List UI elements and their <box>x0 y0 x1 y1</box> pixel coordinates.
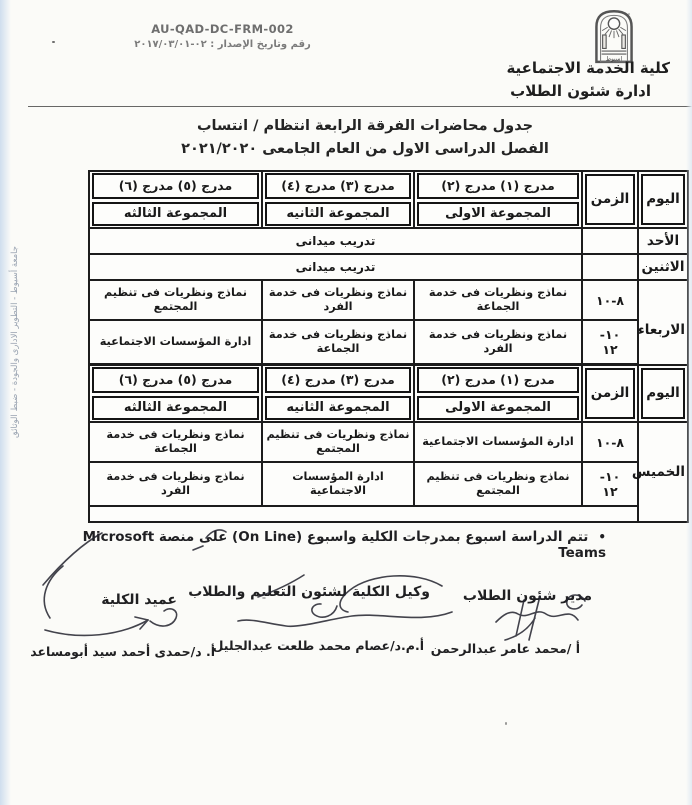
faculty-name: كلية الخدمة الاجتماعية <box>506 59 670 77</box>
header-time: الزمن <box>585 174 635 225</box>
row-empty <box>88 505 688 523</box>
time-cell <box>581 227 639 255</box>
header-time: الزمن <box>585 368 635 419</box>
time-cell <box>581 253 639 281</box>
signature-title-vice-dean: وكيل الكلية لشئون التعليم والطلاب <box>188 584 430 600</box>
activity-cell: تدريب ميدانى <box>88 253 583 281</box>
day-cell: الأحد <box>637 227 689 255</box>
document-subtitle: الفصل الدراسى الاول من العام الجامعى ٢٠٢… <box>181 141 549 157</box>
schedule-table-week1: اليوم الزمن مدرج (١) مدرج (٢) المجموعة ا… <box>88 170 689 381</box>
assiut-university-logo-icon: اسيوط <box>595 9 633 64</box>
note-text: تتم الدراسة اسبوع بمدرجات الكلية واسبوع … <box>82 529 606 561</box>
schedule-table-week2: اليوم الزمن مدرج (١) مدرج (٢) المجموعة ا… <box>88 364 689 523</box>
row-thursday-slot1: الخميس ٨-١٠ ادارة المؤسسات الاجتماعية نم… <box>88 421 689 523</box>
subject-cell: ادارة المؤسسات الاجتماعية <box>261 461 415 507</box>
header-halls-3: مدرج (٥) مدرج (٦) <box>92 367 259 393</box>
header-group-1: المجموعة الاولى <box>417 396 579 420</box>
department-name: ادارة شئون الطلاب <box>510 82 651 100</box>
form-code: AU-QAD-DC-FRM-002 <box>151 22 294 36</box>
form-issue-date: رقم وتاريخ الإصدار : ٠٢-٢٠١٧/٠٣/٠١ <box>134 39 311 50</box>
row-monday: الاثنين تدريب ميدانى <box>88 253 689 281</box>
university-logo: اسيوط <box>588 4 640 70</box>
header-halls-2: مدرج (٣) مدرج (٤) <box>265 367 411 393</box>
row-sunday: الأحد تدريب ميدانى <box>88 227 689 255</box>
time-text: ١٢ <box>602 484 618 499</box>
subject-cell: نماذج ونظريات فى تنظيم المجتمع <box>261 421 415 463</box>
header-group-1: المجموعة الاولى <box>417 202 579 226</box>
subject-cell: نماذج ونظريات فى خدمة الفرد <box>413 319 583 365</box>
header-group-3: المجموعة الثالثه <box>92 396 259 420</box>
subject-cell: نماذج ونظريات فى خدمة الفرد <box>88 461 263 507</box>
signature-title-dean: عميد الكلية <box>101 592 177 608</box>
day-cell: الاثنين <box>637 253 689 281</box>
time-cell: ٨-١٠ <box>581 279 639 321</box>
scan-speck <box>628 13 630 15</box>
header-day: اليوم <box>641 368 685 419</box>
scan-speck <box>52 41 55 43</box>
subject-cell: نماذج ونظريات فى خدمة الجماعة <box>413 279 583 321</box>
header-row: اليوم الزمن مدرج (١) مدرج (٢) المجموعة ا… <box>88 170 689 229</box>
header-day: اليوم <box>641 174 685 225</box>
header-halls-1: مدرج (١) مدرج (٢) <box>417 173 579 199</box>
time-text: ٨-١٠ <box>595 292 625 308</box>
header-group-3: المجموعة الثالثه <box>92 202 259 226</box>
signature-name-vice-dean: أ.م.د/عصام محمد طلعت عبدالجليل <box>212 638 424 653</box>
signature-name-dean: أ. د/حمدى أحمد سيد أبومساعد <box>30 644 215 659</box>
logo-city-text: اسيوط <box>606 56 623 62</box>
time-text: ١٠- <box>599 469 621 484</box>
header-halls-3: مدرج (٥) مدرج (٦) <box>92 173 259 199</box>
header-group-2: المجموعة الثانيه <box>265 202 411 226</box>
row-thursday-slot2: ١٠- ١٢ نماذج ونظريات فى تنظيم المجتمع اد… <box>88 461 688 507</box>
subject-cell: ادارة المؤسسات الاجتماعية <box>413 421 583 463</box>
row-wednesday-slot1: الاربعاء ٨-١٠ نماذج ونظريات فى خدمة الجم… <box>88 279 689 381</box>
time-cell: ١٠- ١٢ <box>581 319 639 365</box>
subject-cell: نماذج ونظريات فى خدمة الجماعة <box>88 421 263 463</box>
side-vertical-stamp: جامعة أسيوط - التطوير الادارى والجودة - … <box>10 246 20 438</box>
time-text: ٨-١٠ <box>595 434 625 450</box>
row-wednesday-slot2: ١٠- ١٢ نماذج ونظريات فى خدمة الفرد نماذج… <box>88 319 688 365</box>
time-text: ١٠- <box>599 327 621 342</box>
time-text: ١٢ <box>602 342 618 357</box>
form-reference-block: AU-QAD-DC-FRM-002 رقم وتاريخ الإصدار : ٠… <box>95 22 350 50</box>
bullet-icon: • <box>598 530 606 544</box>
signature-name-director: أ /محمد عامر عبدالرحمن <box>430 641 580 656</box>
subject-cell: نماذج ونظريات فى خدمة الفرد <box>261 279 415 321</box>
header-divider <box>28 106 692 107</box>
activity-cell: تدريب ميدانى <box>88 227 583 255</box>
day-cell: الخميس <box>632 421 689 523</box>
header-halls-1: مدرج (١) مدرج (٢) <box>417 367 579 393</box>
time-cell: ٨-١٠ <box>581 421 639 463</box>
header-halls-2: مدرج (٣) مدرج (٤) <box>265 173 411 199</box>
document-title: جدول محاضرات الفرقة الرابعة انتظام / انت… <box>196 118 534 134</box>
subject-cell: نماذج ونظريات فى خدمة الجماعة <box>261 319 415 365</box>
subject-cell: ادارة المؤسسات الاجتماعية <box>88 319 263 365</box>
header-row: اليوم الزمن مدرج (١) مدرج (٢) المجموعة ا… <box>88 364 689 423</box>
study-mode-note: •تتم الدراسة اسبوع بمدرجات الكلية واسبوع… <box>58 529 606 561</box>
subject-cell: نماذج ونظريات فى تنظيم المجتمع <box>413 461 583 507</box>
time-cell: ١٠- ١٢ <box>581 461 639 507</box>
subject-cell: نماذج ونظريات فى تنظيم المجتمع <box>88 279 263 321</box>
scan-speck <box>505 722 507 725</box>
signature-title-director: مدير شئون الطلاب <box>462 588 592 604</box>
header-group-2: المجموعة الثانيه <box>265 396 411 420</box>
